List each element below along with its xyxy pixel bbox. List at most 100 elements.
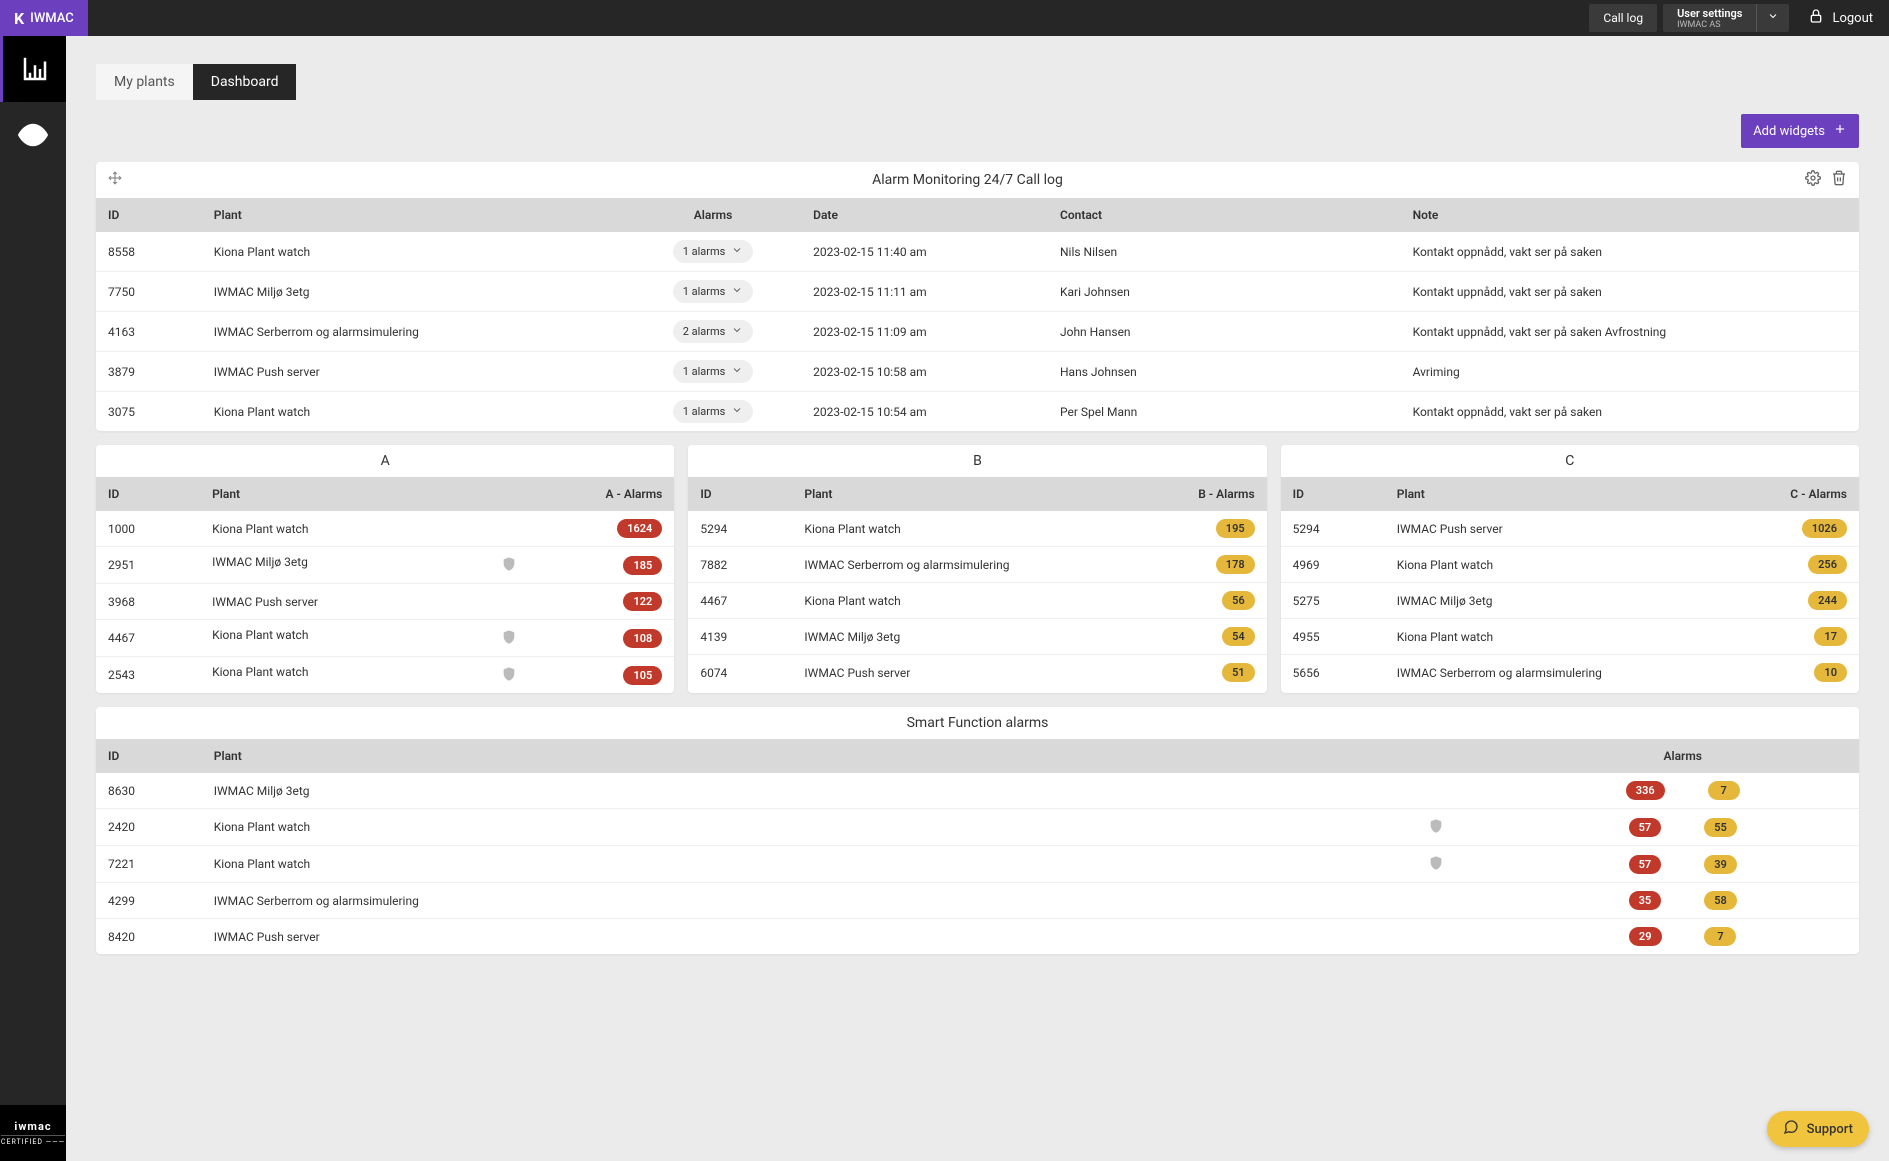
alarm-badge: 195	[1216, 519, 1255, 538]
chat-icon	[1783, 1119, 1799, 1139]
call-log-widget: Alarm Monitoring 24/7 Call log ID Plant …	[96, 162, 1859, 431]
table-row[interactable]: 7750 IWMAC Miljø 3etg 1 alarms 2023-02-1…	[96, 272, 1859, 312]
smart-function-widget: Smart Function alarms ID Plant Alarms 86…	[96, 707, 1859, 954]
table-row[interactable]: 2543 Kiona Plant watch 105	[96, 657, 674, 694]
cell-id: 7750	[96, 272, 202, 312]
table-row[interactable]: 7221 Kiona Plant watch 57 39	[96, 846, 1859, 883]
user-settings-button[interactable]: User settings IWMAC AS	[1663, 4, 1756, 32]
alarm-chip[interactable]: 1 alarms	[673, 360, 754, 383]
table-row[interactable]: 5294 Kiona Plant watch 195	[688, 511, 1266, 547]
brand-label: IWMAC	[30, 11, 74, 26]
alarm-chip[interactable]: 2 alarms	[673, 320, 754, 343]
table-row[interactable]: 3879 IWMAC Push server 1 alarms 2023-02-…	[96, 352, 1859, 392]
main-content: My plants Dashboard Add widgets Alarm Mo…	[66, 36, 1889, 1161]
cell-date: 2023-02-15 11:11 am	[801, 272, 1048, 312]
alarm-badge-red: 35	[1629, 891, 1662, 910]
table-row[interactable]: 3968 IWMAC Push server 122	[96, 584, 674, 620]
table-row[interactable]: 8558 Kiona Plant watch 1 alarms 2023-02-…	[96, 232, 1859, 272]
cell-plant: IWMAC Miljø 3etg	[200, 547, 530, 584]
table-row[interactable]: 4467 Kiona Plant watch 56	[688, 583, 1266, 619]
table-row[interactable]: 4955 Kiona Plant watch 17	[1281, 619, 1859, 655]
trash-icon[interactable]	[1831, 170, 1847, 190]
table-row[interactable]: 8630 IWMAC Miljø 3etg 336 7	[96, 773, 1859, 809]
alarm-badge: 56	[1222, 591, 1255, 610]
logout-button[interactable]: Logout	[1792, 0, 1889, 36]
cell-plant: Kiona Plant watch	[1385, 547, 1715, 583]
cell-id: 2543	[96, 657, 200, 694]
cell-id: 4467	[96, 620, 200, 657]
cell-plant: Kiona Plant watch	[792, 583, 1122, 619]
user-settings-chevron[interactable]	[1756, 4, 1789, 32]
cell-id: 5294	[688, 511, 792, 547]
chart-icon	[20, 54, 50, 84]
cell-id: 5275	[1281, 583, 1385, 619]
sidebar-item-dashboard[interactable]	[0, 36, 66, 102]
cell-note: Kontakt uppnådd, vakt ser på saken Avfro…	[1401, 312, 1859, 352]
table-row[interactable]: 4139 IWMAC Miljø 3etg 54	[688, 619, 1266, 655]
cell-plant: Kiona Plant watch	[202, 392, 625, 432]
widget-a: A ID Plant A - Alarms 1000 Kiona Plant w…	[96, 445, 674, 693]
cell-id: 8420	[96, 919, 202, 955]
sidebar-item-view[interactable]	[0, 102, 66, 168]
alarm-badge-amber: 7	[1708, 781, 1740, 800]
cell-note: Avriming	[1401, 352, 1859, 392]
cell-plant: IWMAC Serberrom og alarmsimulering	[792, 547, 1122, 583]
chevron-down-icon	[731, 404, 743, 419]
alarm-badge: 1026	[1802, 519, 1847, 538]
gear-icon[interactable]	[1805, 170, 1821, 190]
cell-id: 4467	[688, 583, 792, 619]
table-row[interactable]: 7882 IWMAC Serberrom og alarmsimulering …	[688, 547, 1266, 583]
cell-date: 2023-02-15 10:58 am	[801, 352, 1048, 392]
alarm-badge: 122	[623, 592, 662, 611]
call-log-button[interactable]: Call log	[1589, 4, 1657, 32]
cell-id: 2420	[96, 809, 202, 846]
cell-id: 5294	[1281, 511, 1385, 547]
cell-plant: Kiona Plant watch	[200, 620, 530, 657]
alarm-chip[interactable]: 1 alarms	[673, 400, 754, 423]
alarm-badge-red: 29	[1629, 927, 1662, 946]
tab-dashboard[interactable]: Dashboard	[193, 64, 297, 100]
cell-note: Kontakt oppnådd, vakt ser på saken	[1401, 232, 1859, 272]
col-alarms: Alarms	[625, 198, 801, 232]
table-row[interactable]: 4299 IWMAC Serberrom og alarmsimulering …	[96, 883, 1859, 919]
cell-id: 3075	[96, 392, 202, 432]
table-row[interactable]: 5656 IWMAC Serberrom og alarmsimulering …	[1281, 655, 1859, 691]
cell-date: 2023-02-15 10:54 am	[801, 392, 1048, 432]
alarm-badge-amber: 55	[1704, 818, 1737, 837]
alarm-badge: 51	[1222, 663, 1255, 682]
eye-icon	[18, 120, 48, 150]
widget-title: A	[108, 453, 662, 469]
table-row[interactable]: 5275 IWMAC Miljø 3etg 244	[1281, 583, 1859, 619]
chevron-down-icon	[731, 324, 743, 339]
cell-plant: IWMAC Miljø 3etg	[1385, 583, 1715, 619]
add-widgets-button[interactable]: Add widgets	[1741, 114, 1859, 148]
table-row[interactable]: 6074 IWMAC Push server 51	[688, 655, 1266, 691]
cell-date: 2023-02-15 11:09 am	[801, 312, 1048, 352]
table-row[interactable]: 5294 IWMAC Push server 1026	[1281, 511, 1859, 547]
table-row[interactable]: 1000 Kiona Plant watch 1624	[96, 511, 674, 547]
alarm-badge-red: 57	[1629, 855, 1662, 874]
table-row[interactable]: 8420 IWMAC Push server 29 7	[96, 919, 1859, 955]
support-button[interactable]: Support	[1767, 1111, 1869, 1147]
cell-plant: Kiona Plant watch	[200, 511, 530, 547]
alarm-chip[interactable]: 1 alarms	[673, 240, 754, 263]
drag-handle-icon[interactable]	[108, 171, 122, 189]
alarm-badge: 244	[1808, 591, 1847, 610]
table-row[interactable]: 4969 Kiona Plant watch 256	[1281, 547, 1859, 583]
brand-logo[interactable]: K IWMAC	[0, 0, 88, 36]
cell-contact: Per Spel Mann	[1048, 392, 1401, 432]
table-row[interactable]: 4163 IWMAC Serberrom og alarmsimulering …	[96, 312, 1859, 352]
cell-plant: IWMAC Serberrom og alarmsimulering	[202, 883, 1366, 919]
brand-k-icon: K	[14, 9, 24, 28]
table-row[interactable]: 3075 Kiona Plant watch 1 alarms 2023-02-…	[96, 392, 1859, 432]
call-log-table: ID Plant Alarms Date Contact Note 8558 K…	[96, 198, 1859, 431]
alarm-badge: 1624	[617, 519, 662, 538]
table-row[interactable]: 2951 IWMAC Miljø 3etg 185	[96, 547, 674, 584]
tab-my-plants[interactable]: My plants	[96, 64, 193, 100]
alarm-chip[interactable]: 1 alarms	[673, 280, 754, 303]
col-plant: Plant	[202, 198, 625, 232]
table-row[interactable]: 4467 Kiona Plant watch 108	[96, 620, 674, 657]
table-row[interactable]: 2420 Kiona Plant watch 57 55	[96, 809, 1859, 846]
cell-id: 4955	[1281, 619, 1385, 655]
widget-title: Smart Function alarms	[108, 715, 1847, 731]
